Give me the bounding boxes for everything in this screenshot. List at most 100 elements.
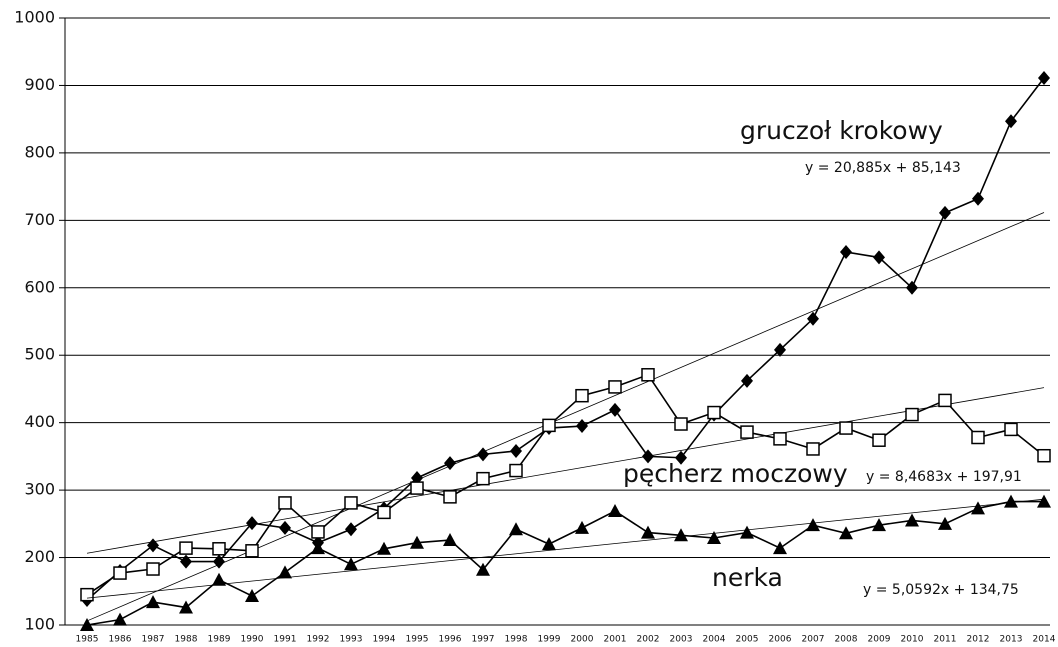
point: [707, 405, 721, 420]
point: [179, 541, 193, 555]
point: [345, 522, 357, 537]
point: [740, 425, 754, 439]
point: [707, 530, 721, 544]
x-tick-label: 1994: [373, 635, 396, 645]
y-tick-label: 200: [24, 547, 55, 566]
point: [113, 566, 127, 580]
point: [905, 407, 919, 422]
point: [509, 522, 523, 536]
point: [147, 538, 159, 553]
series-line: [86, 77, 1045, 601]
point: [839, 421, 853, 435]
point: [146, 562, 160, 576]
point: [641, 368, 655, 382]
point: [278, 496, 292, 510]
point: [80, 587, 94, 602]
point: [675, 450, 687, 465]
point: [807, 311, 819, 326]
point: [608, 504, 622, 518]
x-tick-label: 1996: [439, 635, 462, 645]
point: [80, 618, 94, 631]
x-tick-label: 2013: [1000, 635, 1023, 645]
x-tick-label: 2001: [604, 635, 627, 645]
point: [806, 518, 820, 532]
y-tick-label: 300: [24, 480, 55, 499]
point: [542, 537, 556, 551]
point: [1005, 114, 1017, 129]
point: [971, 430, 985, 445]
x-tick-label: 2000: [571, 635, 594, 645]
x-tick-label: 1997: [472, 635, 495, 645]
trendline: [86, 387, 1045, 554]
point: [839, 526, 853, 540]
y-tick-label: 100: [24, 615, 55, 634]
point: [740, 525, 754, 539]
point: [344, 496, 358, 510]
point: [773, 541, 787, 555]
trendline: [86, 498, 1045, 599]
y-tick-label: 500: [24, 345, 55, 364]
series-line: [86, 500, 1044, 626]
x-tick-label: 1985: [76, 635, 99, 645]
x-tick-label: 2011: [934, 635, 957, 645]
point: [905, 513, 919, 527]
point: [311, 541, 325, 555]
x-tick-label: 1993: [340, 635, 363, 645]
point: [674, 417, 688, 431]
point: [212, 572, 226, 586]
x-tick-label: 2007: [802, 635, 825, 645]
point: [773, 432, 787, 446]
point: [278, 565, 292, 579]
point: [212, 542, 226, 556]
x-tick-label: 2003: [670, 635, 693, 645]
point: [840, 245, 852, 260]
x-tick-label: 1998: [505, 635, 528, 645]
point: [279, 520, 291, 535]
point: [443, 490, 457, 504]
x-tick-label: 1991: [274, 635, 297, 645]
x-tick-label: 1995: [406, 635, 429, 645]
point: [872, 433, 886, 447]
point: [575, 520, 589, 534]
point: [477, 447, 489, 462]
point: [377, 505, 391, 520]
point: [476, 471, 490, 486]
x-tick-label: 2014: [1033, 635, 1056, 645]
point: [1004, 494, 1018, 508]
point: [510, 443, 522, 458]
point: [972, 191, 984, 206]
trendline: [86, 212, 1045, 622]
point: [410, 481, 424, 495]
x-tick-label: 2010: [901, 635, 924, 645]
point: [1037, 494, 1051, 508]
point: [971, 501, 985, 515]
point: [542, 418, 556, 433]
point: [180, 554, 192, 569]
x-tick-label: 1992: [307, 635, 330, 645]
point: [872, 518, 886, 532]
y-tick-label: 900: [24, 75, 55, 94]
x-tick-label: 2005: [736, 635, 759, 645]
point: [179, 600, 193, 614]
point: [741, 373, 753, 388]
point: [245, 544, 259, 558]
point: [609, 402, 621, 417]
series-label: nerka: [712, 563, 783, 592]
point: [245, 588, 259, 602]
point: [213, 554, 225, 569]
point: [641, 525, 655, 539]
x-tick-label: 2012: [967, 635, 990, 645]
point: [476, 562, 490, 576]
point: [377, 541, 391, 555]
x-tick-label: 2002: [637, 635, 660, 645]
x-tick-label: 2004: [703, 635, 726, 645]
x-tick-label: 1989: [208, 635, 231, 645]
point: [608, 380, 622, 394]
x-tick-label: 2009: [868, 635, 891, 645]
x-tick-label: 1988: [175, 635, 198, 645]
point: [146, 595, 160, 609]
point: [576, 419, 588, 434]
x-tick-label: 1999: [538, 635, 561, 645]
x-tick-label: 1990: [241, 635, 264, 645]
